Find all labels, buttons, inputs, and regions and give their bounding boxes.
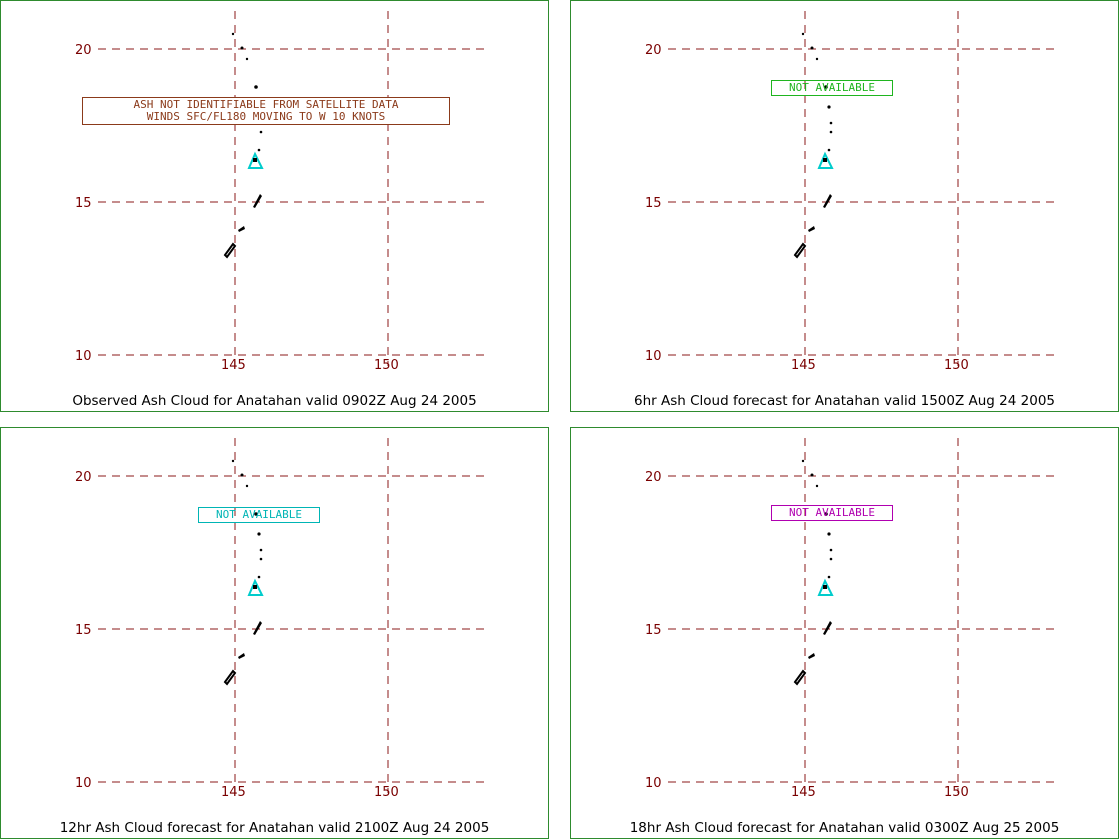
mariana-islands: [223, 32, 263, 259]
mariana-islands: [223, 459, 263, 686]
not-available-box: NOT AVAILABLE: [771, 505, 893, 521]
not-available-label: NOT AVAILABLE: [215, 508, 303, 521]
grid-lines: [98, 438, 488, 793]
map-panel-6hr: 20 15 10 145 150 NOT AVAILABLE 6hr Ash C…: [570, 0, 1119, 412]
map-canvas: 20 15 10 145 150: [75, 11, 488, 373]
mariana-islands: [793, 459, 833, 686]
lon-tick-150: 150: [374, 785, 399, 800]
map-panel-observed: 20 15 10 145 150 ASH NOT IDENTIFIABLE FR…: [0, 0, 549, 412]
map-canvas: 20 15 10 145 150: [645, 438, 1058, 800]
map-canvas: 20 15 10 145 150: [75, 438, 488, 800]
lat-tick-15: 15: [645, 196, 662, 211]
grid-lines: [668, 11, 1058, 366]
lat-tick-20: 20: [645, 43, 662, 58]
grid-lines: [98, 11, 488, 366]
lat-tick-20: 20: [645, 470, 662, 485]
lat-tick-20: 20: [75, 470, 92, 485]
not-available-label: NOT AVAILABLE: [788, 506, 876, 519]
lon-tick-145: 145: [221, 358, 246, 373]
map-panel-12hr: 20 15 10 145 150 NOT AVAILABLE 12hr Ash …: [0, 427, 549, 839]
map-panel-18hr: 20 15 10 145 150 NOT AVAILABLE 18hr Ash …: [570, 427, 1119, 839]
lon-tick-145: 145: [221, 785, 246, 800]
not-available-box: NOT AVAILABLE: [771, 80, 893, 96]
panel-caption: 18hr Ash Cloud forecast for Anatahan val…: [629, 820, 1060, 836]
lon-tick-150: 150: [374, 358, 399, 373]
volcano-triangle-icon: [247, 578, 264, 596]
advisory-note-line-2: WINDS SFC/FL180 MOVING TO W 10 KNOTS: [146, 110, 386, 123]
lon-tick-150: 150: [944, 785, 969, 800]
lat-tick-10: 10: [645, 349, 662, 364]
not-available-label: NOT AVAILABLE: [788, 81, 876, 94]
lat-tick-15: 15: [75, 623, 92, 638]
volcano-triangle-icon: [247, 151, 264, 169]
lat-tick-15: 15: [645, 623, 662, 638]
lat-tick-10: 10: [645, 776, 662, 791]
volcano-triangle-icon: [817, 151, 834, 169]
not-available-box: NOT AVAILABLE: [198, 507, 320, 523]
mariana-islands: [793, 32, 833, 259]
panel-caption: 6hr Ash Cloud forecast for Anatahan vali…: [634, 393, 1055, 409]
panel-caption: Observed Ash Cloud for Anatahan valid 09…: [72, 393, 477, 409]
lon-tick-145: 145: [791, 785, 816, 800]
lat-tick-10: 10: [75, 349, 92, 364]
volcano-triangle-icon: [817, 578, 834, 596]
lon-tick-150: 150: [944, 358, 969, 373]
grid-lines: [668, 438, 1058, 793]
panel-caption: 12hr Ash Cloud forecast for Anatahan val…: [59, 820, 490, 836]
advisory-note-box: ASH NOT IDENTIFIABLE FROM SATELLITE DATA…: [82, 97, 450, 125]
lat-tick-15: 15: [75, 196, 92, 211]
lat-tick-20: 20: [75, 43, 92, 58]
map-canvas: 20 15 10 145 150: [645, 11, 1058, 373]
lon-tick-145: 145: [791, 358, 816, 373]
advisory-note-line-1: ASH NOT IDENTIFIABLE FROM SATELLITE DATA: [133, 98, 399, 111]
lat-tick-10: 10: [75, 776, 92, 791]
